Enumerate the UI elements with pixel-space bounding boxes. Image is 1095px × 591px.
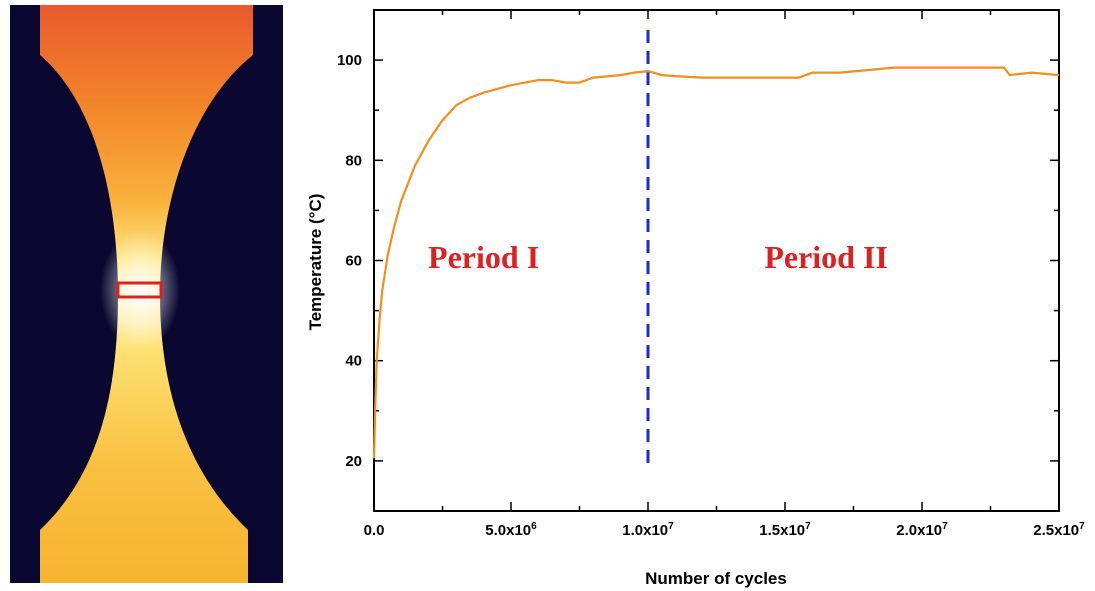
measurement-region-box	[116, 281, 163, 299]
temperature-chart: 0.0 5.0x106 1.0x107 1.5x107 2.0x107 2.5x107 2…	[306, 9, 1086, 588]
x-tick-label: 2.0x107	[896, 521, 948, 539]
y-axis-title: Temperature (°C)	[306, 194, 325, 331]
y-tick-label: 60	[345, 253, 362, 270]
x-tick-label: 0.0	[364, 522, 385, 539]
x-tick-label: 1.0x107	[622, 521, 674, 539]
period-2-label: Period II	[764, 239, 888, 275]
hot-spot-glow	[100, 230, 180, 350]
x-tick-label: 5.0x106	[485, 521, 537, 539]
y-tick-label: 40	[345, 353, 362, 370]
x-tick-labels: 0.0 5.0x106 1.0x107 1.5x107 2.0x107 2.5x107	[364, 521, 1086, 539]
y-tick-label: 100	[337, 52, 362, 69]
x-axis-title: Number of cycles	[645, 569, 787, 588]
period-annotations: Period I Period II	[428, 239, 888, 275]
x-tick-label: 2.5x107	[1033, 521, 1085, 539]
temperature-series-line	[372, 66, 1060, 459]
axis-ticks	[373, 9, 1060, 512]
period-1-label: Period I	[428, 239, 539, 275]
thermal-specimen-image	[10, 5, 283, 583]
x-tick-label: 1.5x107	[759, 521, 811, 539]
y-tick-labels: 20 40 60 80 100	[337, 52, 362, 470]
y-tick-label: 20	[345, 453, 362, 470]
y-tick-label: 80	[345, 152, 362, 169]
